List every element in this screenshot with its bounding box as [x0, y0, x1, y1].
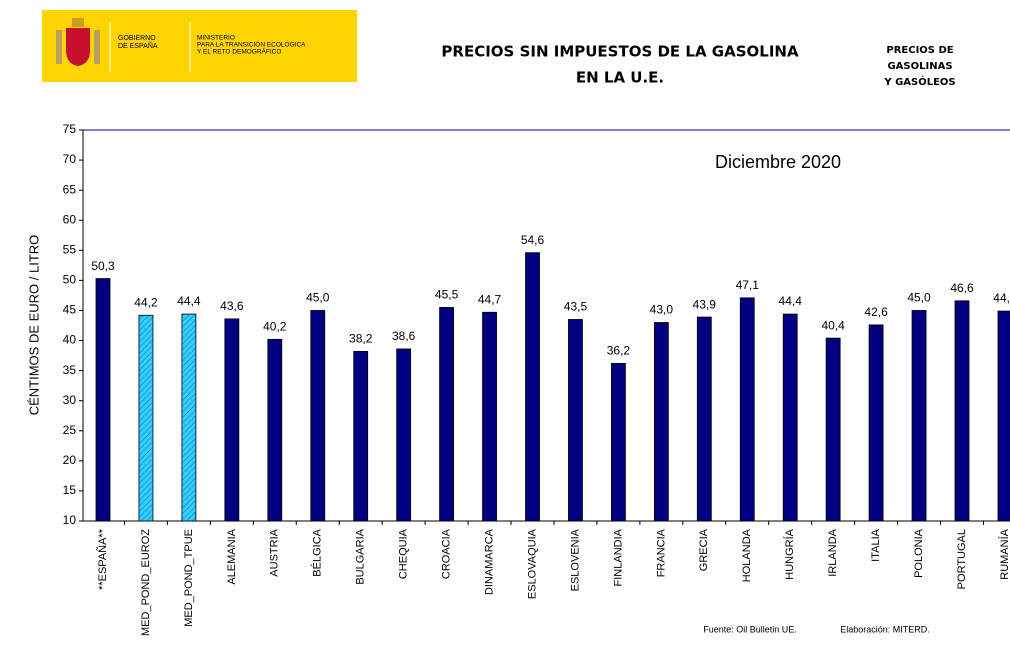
- value-label: 44,4: [779, 294, 803, 308]
- x-tick-label: **ESPAÑA**: [96, 528, 109, 590]
- value-label: 45,0: [306, 291, 330, 305]
- value-label: 43,6: [220, 299, 244, 313]
- side-title: Y GASÓLEOS: [883, 75, 955, 88]
- ministry-text: MINISTERIO: [197, 35, 235, 42]
- ministry-text: PARA LA TRANSICIÓN ECOLÓGICA: [197, 40, 306, 49]
- bar: [439, 307, 455, 522]
- y-tick-label: 30: [63, 393, 77, 407]
- value-label: 50,3: [91, 259, 115, 273]
- x-tick-label: HUNGRÍA: [783, 528, 796, 579]
- y-tick-label: 75: [63, 122, 77, 136]
- value-label: 43,9: [693, 297, 717, 311]
- bar: [138, 314, 154, 522]
- x-tick-label: DINAMARCA: [483, 528, 495, 595]
- x-tick-label: ALEMANIA: [226, 528, 238, 584]
- bar: [310, 310, 326, 522]
- chart-title: PRECIOS SIN IMPUESTOS DE LA GASOLINA: [441, 43, 799, 61]
- bar: [611, 362, 626, 522]
- y-tick-label: 35: [63, 363, 77, 377]
- x-tick-label: BÉLGICA: [311, 528, 324, 576]
- bar: [696, 316, 712, 522]
- value-label: 38,6: [392, 329, 416, 343]
- x-tick-label: IRLANDA: [827, 528, 839, 576]
- source: Fuente: Oil Bulletin UE.: [703, 624, 797, 634]
- chart-title: EN LA U.E.: [576, 69, 664, 87]
- value-label: 44,9: [993, 291, 1010, 305]
- x-tick-label: HOLANDA: [741, 528, 753, 582]
- value-label: 46,6: [950, 281, 974, 295]
- bar: [525, 252, 540, 522]
- coat-of-arms: [56, 18, 100, 66]
- x-tick-label: ESLOVENIA: [569, 528, 581, 591]
- bar: [224, 318, 240, 522]
- value-label: 54,6: [521, 233, 545, 247]
- value-label: 42,6: [864, 305, 888, 319]
- bar: [568, 319, 583, 522]
- value-label: 45,0: [907, 291, 931, 305]
- y-tick-label: 65: [63, 182, 77, 196]
- bar: [396, 348, 412, 522]
- value-label: 36,2: [607, 344, 631, 358]
- y-tick-label: 70: [63, 152, 77, 166]
- y-tick-label: 20: [63, 453, 77, 467]
- bar: [353, 350, 369, 522]
- x-tick-label: PORTUGAL: [956, 529, 968, 589]
- x-tick-label: ITALIA: [870, 528, 882, 561]
- x-tick-label: BULGARIA: [355, 528, 367, 584]
- side-title: PRECIOS DE: [886, 45, 953, 56]
- bar: [181, 313, 197, 522]
- y-tick-label: 45: [63, 303, 77, 317]
- logo-text: GOBIERNO: [118, 35, 156, 42]
- x-tick-label: CROACIA: [441, 528, 453, 579]
- y-tick-label: 25: [63, 423, 77, 437]
- annotation: Diciembre 2020: [715, 152, 841, 172]
- value-label: 47,1: [736, 278, 760, 292]
- x-tick-label: ESLOVAQUIA: [526, 528, 538, 599]
- value-label: 44,7: [478, 292, 502, 306]
- x-tick-label: FINLANDIA: [612, 528, 624, 586]
- y-tick-label: 60: [63, 212, 77, 226]
- y-tick-label: 55: [63, 242, 77, 256]
- value-label: 45,5: [435, 288, 459, 302]
- x-tick-label: RUMANÍA: [998, 528, 1010, 579]
- bar: [653, 322, 669, 522]
- bar: [868, 324, 884, 522]
- source: Elaboración: MITERD.: [840, 624, 930, 634]
- value-label: 40,2: [263, 320, 287, 334]
- ministry-text: Y EL RETO DEMOGRÁFICO: [197, 47, 281, 56]
- bar: [825, 337, 841, 522]
- bar: [911, 310, 927, 522]
- x-tick-label: POLONIA: [913, 528, 925, 578]
- y-axis-label: CÉNTIMOS DE EURO / LITRO: [26, 235, 41, 416]
- y-tick-label: 10: [63, 513, 77, 527]
- x-tick-label: AUSTRIA: [269, 528, 281, 576]
- logo-text: DE ESPAÑA: [118, 41, 158, 50]
- y-tick-label: 50: [63, 273, 77, 287]
- x-tick-label: GRECIA: [698, 528, 710, 571]
- x-tick-label: CHEQUIA: [398, 528, 410, 579]
- bar: [482, 311, 497, 522]
- bar: [95, 278, 111, 522]
- bar: [782, 313, 798, 522]
- bar: [739, 297, 755, 522]
- value-label: 38,2: [349, 332, 373, 346]
- x-tick-label: FRANCIA: [655, 528, 667, 577]
- y-tick-label: 15: [63, 483, 77, 497]
- value-label: 43,5: [564, 300, 588, 314]
- value-label: 44,2: [134, 295, 158, 309]
- bar: [267, 338, 283, 522]
- y-tick-label: 40: [63, 333, 77, 347]
- side-title: GASOLINAS: [887, 61, 952, 72]
- value-label: 40,4: [821, 318, 845, 332]
- x-tick-label: MED_POND_EUROZ: [140, 529, 152, 636]
- value-label: 43,0: [650, 303, 674, 317]
- x-tick-label: MED_POND_TPUE: [183, 529, 195, 627]
- bar: [997, 310, 1010, 522]
- value-label: 44,4: [177, 294, 201, 308]
- bar: [954, 300, 970, 522]
